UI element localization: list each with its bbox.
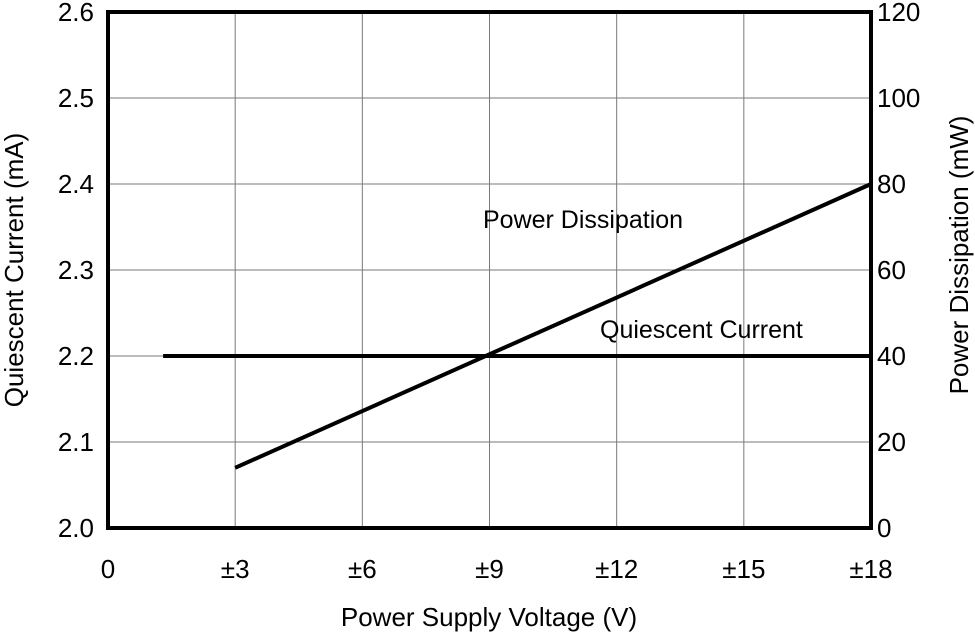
x-tick-label: ±18 [849, 554, 892, 584]
grid [108, 12, 871, 528]
annotation-quiescent-current: Quiescent Current [600, 316, 803, 344]
y-left-tick-label: 2.0 [58, 513, 94, 543]
y-left-tick-label: 2.1 [58, 427, 94, 457]
tick-labels: 0 ±3 ±6 ±9 ±12 ±15 ±18 2.0 2.1 2.2 2.3 2.4 2.5 2.6 0 20… [58, 0, 921, 584]
y-right-tick-label: 40 [877, 341, 906, 371]
series-lines [163, 182, 872, 470]
x-tick-label: ±12 [595, 554, 638, 584]
y-left-tick-label: 2.4 [58, 169, 94, 199]
x-tick-label: ±6 [348, 554, 377, 584]
y-right-tick-label: 60 [877, 255, 906, 285]
x-tick-label: ±15 [722, 554, 765, 584]
plot-frame [106, 10, 873, 530]
y-axis-right-title: Power Dissipation (mW) [944, 116, 974, 395]
y-right-tick-label: 20 [877, 427, 906, 457]
annotation-power-dissipation: Power Dissipation [483, 206, 683, 234]
x-tick-label: ±3 [221, 554, 250, 584]
x-tick-label: ±9 [475, 554, 504, 584]
y-right-tick-label: 0 [877, 513, 891, 543]
y-axis-left-title: Quiescent Current (mA) [0, 133, 29, 408]
y-left-tick-label: 2.2 [58, 341, 94, 371]
y-right-tick-label: 120 [877, 0, 920, 27]
y-left-tick-label: 2.5 [58, 83, 94, 113]
y-right-tick-label: 100 [877, 83, 920, 113]
series-line-power-dissipation [234, 182, 872, 470]
x-tick-label: 0 [101, 554, 115, 584]
x-axis-title: Power Supply Voltage (V) [341, 602, 637, 632]
y-left-tick-label: 2.3 [58, 255, 94, 285]
y-left-tick-label: 2.6 [58, 0, 94, 27]
y-right-tick-label: 80 [877, 169, 906, 199]
